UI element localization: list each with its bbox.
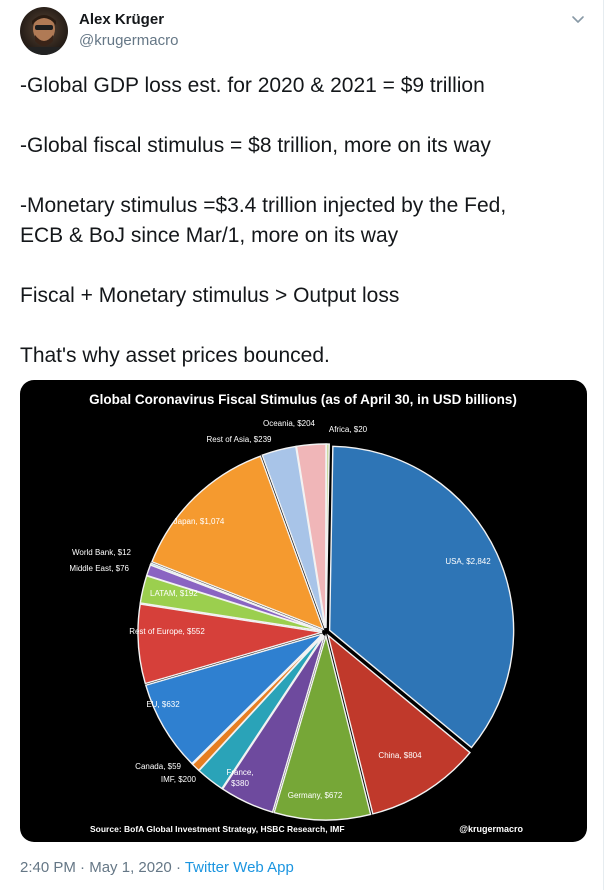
tweet-date[interactable]: May 1, 2020 [89,859,172,876]
author-handle[interactable]: @krugermacro [79,32,179,49]
chevron-down-icon[interactable] [570,11,586,27]
pie-slice-rest-of-europe [137,603,323,685]
tweet-text-line: -Global GDP loss est. for 2020 & 2021 = … [20,74,485,97]
tweet-time[interactable]: 2:40 PM [20,859,76,876]
avatar[interactable] [20,7,68,55]
pie-label-eu: EU, $632 [146,700,180,709]
pie-label-rest-of-asia: Rest of Asia, $239 [207,435,272,444]
avatar-image [20,7,68,55]
pie-chart: Global Coronavirus Fiscal Stimulus (as o… [69,392,523,834]
pie-label-middle-east: Middle East, $76 [69,564,129,573]
pie-slice-germany [273,633,372,821]
pie-label-canada: Canada, $59 [135,762,181,771]
pie-label-latam: LATAM, $192 [150,589,198,598]
pie-slice-world-bank [149,562,323,632]
tweet-source-app[interactable]: Twitter Web App [184,859,294,876]
pie-slice-eu [144,633,324,765]
tweet-meta: 2:40 PM · May 1, 2020 · Twitter Web App [20,859,294,876]
pie-label-usa: USA, $2,842 [445,557,491,566]
tweet-text-line: -Monetary stimulus =$3.4 trillion inject… [20,194,507,217]
meta-separator: · [75,859,90,876]
author-name[interactable]: Alex Krüger [79,11,165,28]
pie-slice-africa [325,443,330,629]
tweet-text-line: That's why asset prices bounced. [20,344,330,367]
pie-slice-rest-of-asia [261,445,326,629]
pie-label-rest-of-europe: Rest of Europe, $552 [129,627,205,636]
pie-label-africa: Africa, $20 [329,425,368,434]
pie-label-japan: Japan, $1,074 [174,517,225,526]
chart-source: Source: BofA Global Investment Strategy,… [90,824,345,834]
pie-label-oceania: Oceania, $204 [263,419,316,428]
pie-slice-usa [328,445,515,749]
pie-label-world-bank: World Bank, $12 [72,548,132,557]
chart-credit: @krugermacro [459,824,523,834]
pie-label-china: China, $804 [378,751,422,760]
pie-slice-china [326,633,471,815]
tweet-text-line: -Global fiscal stimulus = $8 trillion, m… [20,134,491,157]
meta-separator: · [171,859,185,876]
tweet-text-line: Fiscal + Monetary stimulus > Output loss [20,284,400,307]
pie-slice-canada [191,634,324,772]
pie-slice-france [221,635,325,814]
pie-label-france: France, $380 [226,768,253,788]
pie-slice-japan [151,455,325,631]
tweet-text-line: ECB & BoJ since Mar/1, more on its way [20,224,399,247]
pie-label-germany: Germany, $672 [288,791,343,800]
chart-title: Global Coronavirus Fiscal Stimulus (as o… [89,392,517,407]
pie-label-imf: IMF, $200 [161,775,197,784]
tweet-image[interactable]: Global Coronavirus Fiscal Stimulus (as o… [20,380,587,842]
